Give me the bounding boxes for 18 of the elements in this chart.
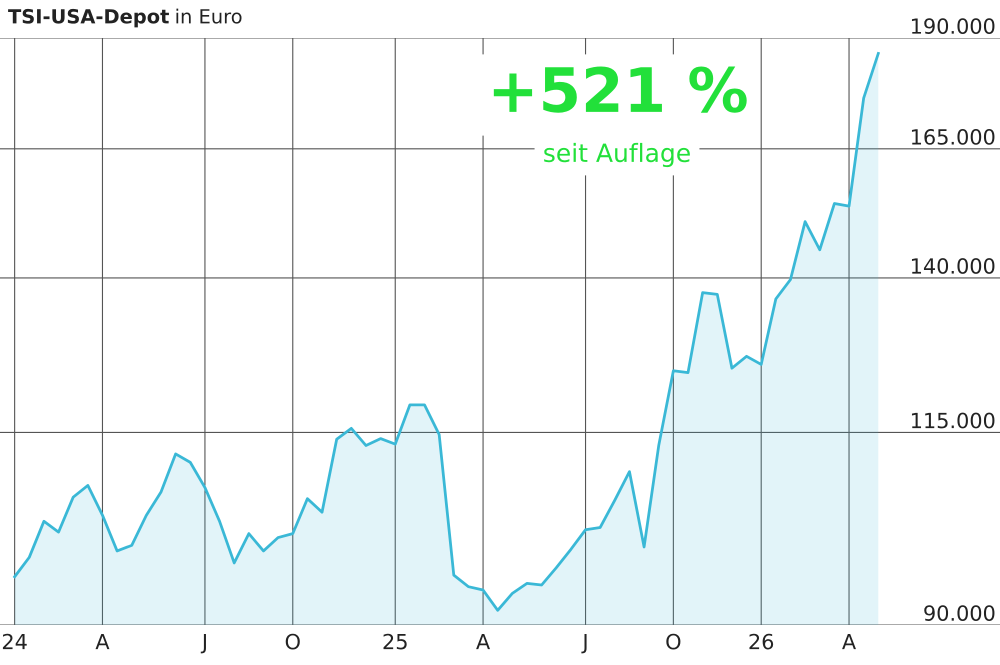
chart-title: TSI-USA-Depot in Euro: [8, 8, 242, 28]
x-tick-label: 26: [749, 634, 774, 650]
annotation: +521 %: [494, 66, 747, 113]
x-tick-label: O: [286, 634, 300, 650]
y-tick-label: 140.000: [912, 258, 994, 274]
y-tick-label: 165.000: [912, 129, 994, 145]
x-tick-label: A: [842, 634, 856, 650]
x-tick-label: J: [200, 634, 206, 654]
x-tick-label: 25: [384, 634, 407, 650]
annotation: seit Auflage: [544, 142, 690, 168]
x-tick-label: 24: [2, 634, 27, 650]
x-tick-label: J: [581, 634, 587, 654]
x-tick-label: O: [666, 634, 680, 650]
x-tick-label: A: [96, 634, 110, 650]
y-tick-label: 190.000: [912, 18, 994, 34]
y-tick-label: 90.000: [924, 605, 994, 621]
x-tick-label: A: [476, 634, 490, 650]
y-tick-label: 115.000: [912, 412, 994, 428]
